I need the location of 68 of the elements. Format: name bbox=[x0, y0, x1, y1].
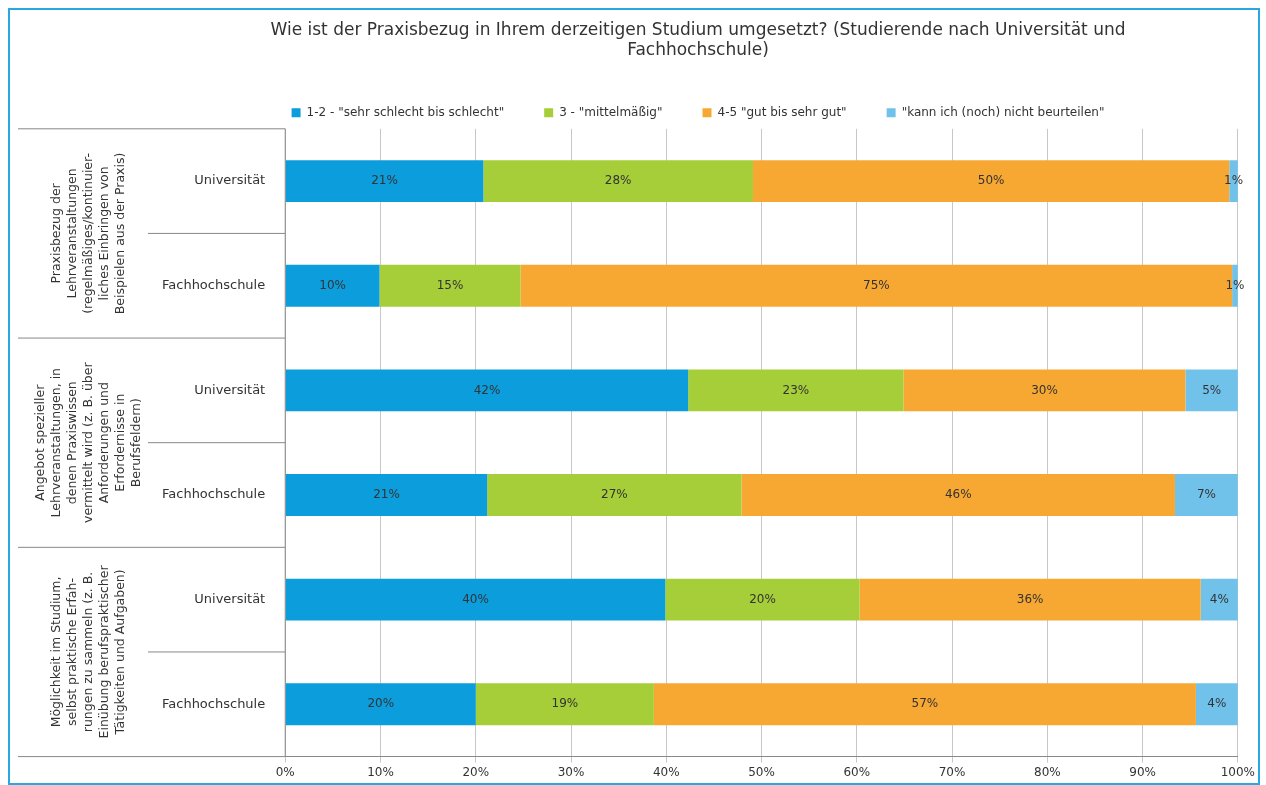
data-label: 7% bbox=[1196, 487, 1216, 502]
data-label: 21% bbox=[373, 487, 400, 502]
x-tick-label: 100% bbox=[1220, 764, 1255, 779]
bar bbox=[285, 160, 484, 203]
data-label: 57% bbox=[911, 696, 939, 711]
text: Angebot spezieller Lehrveranstaltungen, in denen Praxiswissen vermittelt wird (z. B. über Anforderungen und Erfordernisse in Berufsfeldern) bbox=[32, 361, 144, 524]
y-tick-label: Fachhochschule bbox=[161, 277, 266, 293]
bar bbox=[741, 474, 1175, 516]
data-label: 36% bbox=[1016, 591, 1044, 606]
bar bbox=[285, 474, 488, 516]
data-label: 40% bbox=[462, 591, 489, 606]
bar bbox=[487, 474, 742, 516]
x-tick-label: 80% bbox=[1033, 764, 1061, 779]
bar bbox=[903, 369, 1186, 412]
legend-label: 3 - "mittelmäßig" bbox=[559, 104, 663, 119]
data-label: 42% bbox=[473, 382, 501, 397]
data-label: 15% bbox=[436, 277, 464, 292]
bar bbox=[285, 683, 476, 726]
legend-label: "kann ich (noch) nicht beurteilen" bbox=[901, 104, 1105, 119]
chart-title: Wie ist der Praxisbezug in Ihrem derzeitigen Studium umgesetzt? (Studierende nach Universität und Fachhochschule) bbox=[270, 18, 1126, 60]
data-label: 27% bbox=[601, 487, 628, 502]
x-tick-label: 70% bbox=[938, 764, 966, 779]
bar bbox=[1174, 474, 1238, 516]
data-label: 21% bbox=[371, 173, 398, 188]
data-label: 50% bbox=[977, 173, 1005, 188]
bar bbox=[475, 683, 654, 726]
bar bbox=[1200, 578, 1238, 621]
bar bbox=[1195, 683, 1238, 726]
x-tick-label: 40% bbox=[652, 764, 680, 779]
data-label: 10% bbox=[319, 277, 346, 292]
y-tick-label: Fachhochschule bbox=[161, 695, 266, 711]
y-tick-label: Fachhochschule bbox=[161, 486, 266, 502]
x-tick-label: 10% bbox=[367, 764, 394, 779]
data-label: 75% bbox=[862, 277, 890, 292]
text: Praxisbezug der Lehrveranstaltungen (regelmäßiges/kontinuier- liches Einbringen von Beispielen aus der Praxis) bbox=[48, 152, 128, 315]
bar bbox=[665, 578, 860, 621]
y-tick-label: Universität bbox=[194, 591, 266, 607]
bar bbox=[859, 578, 1201, 621]
bar bbox=[285, 264, 380, 307]
data-label: 28% bbox=[604, 173, 632, 188]
bar bbox=[483, 160, 753, 203]
bar bbox=[285, 578, 666, 621]
x-tick-label: 60% bbox=[843, 764, 871, 779]
data-label: 23% bbox=[782, 382, 810, 397]
x-tick-label: 50% bbox=[748, 764, 775, 779]
data-label: 4% bbox=[1207, 696, 1227, 711]
legend-label: 1-2 - "sehr schlecht bis schlecht" bbox=[306, 104, 505, 119]
data-label: 19% bbox=[551, 696, 579, 711]
bar bbox=[379, 264, 521, 307]
bar bbox=[285, 369, 689, 412]
text: Möglichkeit im Studium, selbst praktische Erfah- rungen zu sammeln (z. B. Einübung berufspraktischer Tätigkeiten und Aufgaben) bbox=[48, 564, 128, 739]
data-label: 30% bbox=[1031, 382, 1058, 397]
data-label: 1% bbox=[1225, 277, 1245, 292]
x-tick-label: 0% bbox=[275, 764, 295, 779]
y-tick-label: Universität bbox=[194, 172, 266, 188]
data-label: 20% bbox=[749, 591, 776, 606]
data-label: 20% bbox=[367, 696, 395, 711]
data-label: 46% bbox=[944, 487, 972, 502]
data-label: 5% bbox=[1202, 382, 1222, 397]
bar bbox=[688, 369, 904, 412]
bar bbox=[653, 683, 1196, 726]
data-label: 4% bbox=[1209, 591, 1229, 606]
bar bbox=[1185, 369, 1238, 412]
y-tick-label: Universität bbox=[194, 381, 266, 397]
x-tick-label: 90% bbox=[1129, 764, 1156, 779]
x-tick-label: 20% bbox=[462, 764, 490, 779]
legend-label: 4-5 "gut bis sehr gut" bbox=[717, 104, 847, 119]
x-tick-label: 30% bbox=[557, 764, 585, 779]
